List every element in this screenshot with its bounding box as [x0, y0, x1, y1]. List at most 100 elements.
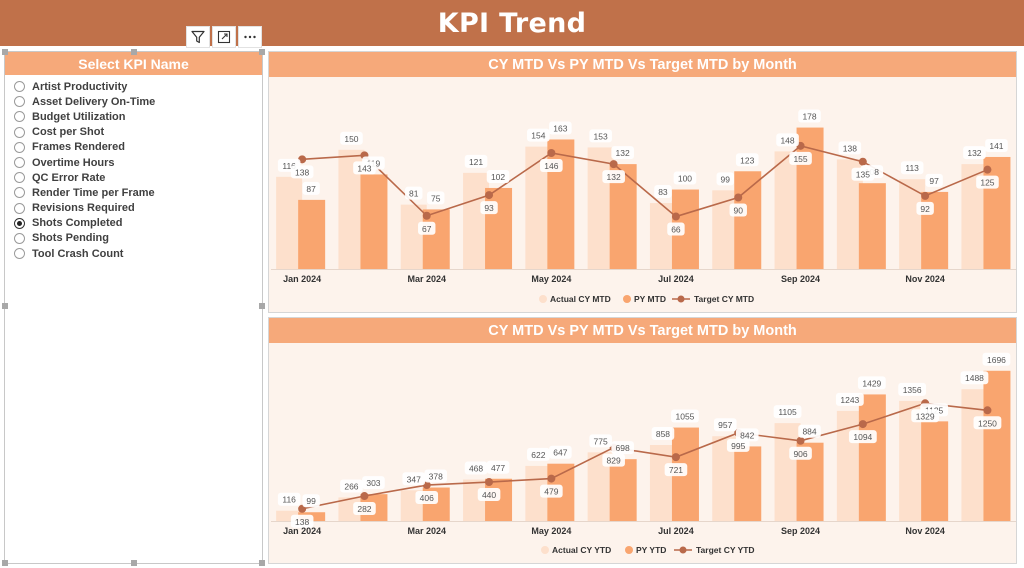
- radio-button[interactable]: [14, 187, 25, 199]
- target-point[interactable]: [609, 160, 618, 169]
- legend-item[interactable]: PY YTD: [625, 545, 666, 555]
- kpi-option[interactable]: Tool Crash Count: [14, 246, 262, 261]
- resize-handle[interactable]: [259, 49, 265, 55]
- data-label-bg: [911, 409, 940, 423]
- kpi-option[interactable]: Cost per Shot: [14, 125, 262, 140]
- target-point[interactable]: [547, 148, 556, 157]
- radio-button[interactable]: [14, 157, 25, 169]
- resize-handle[interactable]: [2, 49, 8, 55]
- kpi-option[interactable]: Render Time per Frame: [14, 185, 262, 200]
- kpi-slicer: Select KPI Name Artist Productivity Asset…: [2, 49, 265, 566]
- target-point[interactable]: [360, 492, 369, 501]
- py-bar[interactable]: [734, 171, 762, 269]
- more-options-button[interactable]: [238, 26, 262, 48]
- kpi-option[interactable]: Artist Productivity: [14, 79, 262, 94]
- radio-button[interactable]: [14, 248, 25, 260]
- py-bar[interactable]: [547, 139, 575, 269]
- target-point[interactable]: [485, 191, 494, 200]
- py-bar[interactable]: [298, 199, 326, 269]
- py-bar[interactable]: [921, 421, 949, 521]
- target-point[interactable]: [796, 436, 805, 445]
- radio-button[interactable]: [14, 81, 25, 93]
- legend-item[interactable]: Target CY MTD: [672, 294, 754, 304]
- kpi-option[interactable]: Revisions Required: [14, 201, 262, 216]
- kpi-option[interactable]: Shots Pending: [14, 231, 262, 246]
- kpi-option[interactable]: Shots Completed: [14, 216, 262, 231]
- radio-button[interactable]: [14, 202, 25, 214]
- resize-handle[interactable]: [259, 560, 265, 566]
- actual-data-label: 1243: [835, 392, 864, 406]
- data-label-bg: [776, 133, 799, 147]
- legend-item[interactable]: PY MTD: [623, 294, 666, 304]
- resize-handle[interactable]: [259, 303, 265, 309]
- kpi-option[interactable]: Budget Utilization: [14, 109, 262, 124]
- radio-button[interactable]: [14, 126, 25, 138]
- actual-bar[interactable]: [276, 510, 303, 521]
- kpi-option-label: Frames Rendered: [32, 141, 125, 154]
- kpi-option[interactable]: Overtime Hours: [14, 155, 262, 170]
- legend-item[interactable]: Actual CY MTD: [539, 294, 611, 304]
- actual-bar[interactable]: [463, 172, 490, 269]
- kpi-option-label: Artist Productivity: [32, 80, 128, 93]
- x-tick-label: Mar 2024: [407, 274, 446, 284]
- target-point[interactable]: [734, 193, 743, 202]
- data-label-bg: [735, 428, 759, 442]
- actual-bar[interactable]: [276, 176, 303, 269]
- py-bar[interactable]: [858, 394, 886, 521]
- actual-bar[interactable]: [587, 147, 614, 269]
- target-point[interactable]: [921, 191, 930, 200]
- resize-handle[interactable]: [131, 560, 137, 566]
- kpi-option[interactable]: Asset Delivery On-Time: [14, 94, 262, 109]
- focus-mode-button[interactable]: [212, 26, 236, 48]
- data-label-text: 132: [967, 148, 981, 158]
- py-data-label: 102: [486, 169, 510, 183]
- radio-button[interactable]: [14, 96, 25, 108]
- data-label-bg: [362, 476, 385, 490]
- radio-button[interactable]: [14, 217, 25, 229]
- target-point[interactable]: [983, 165, 992, 174]
- resize-handle[interactable]: [2, 560, 8, 566]
- radio-button[interactable]: [14, 232, 25, 244]
- actual-bar[interactable]: [649, 203, 676, 269]
- actual-bar[interactable]: [649, 445, 676, 521]
- kpi-list: Artist Productivity Asset Delivery On-Tim…: [5, 75, 262, 261]
- target-point[interactable]: [547, 474, 556, 483]
- py-bar[interactable]: [485, 187, 513, 269]
- target-data-label: 1250: [973, 416, 1002, 430]
- actual-bar[interactable]: [400, 204, 427, 269]
- actual-bar[interactable]: [774, 151, 801, 269]
- target-point[interactable]: [671, 453, 680, 462]
- target-point[interactable]: [671, 212, 680, 221]
- data-label-bg: [611, 441, 634, 455]
- py-bar[interactable]: [360, 174, 388, 269]
- py-bar[interactable]: [983, 370, 1011, 521]
- target-point[interactable]: [858, 420, 867, 429]
- resize-handle[interactable]: [131, 49, 137, 55]
- data-label-text: 97: [929, 176, 939, 186]
- data-label-bg: [798, 424, 821, 438]
- py-bar[interactable]: [983, 156, 1011, 269]
- kpi-option[interactable]: QC Error Rate: [14, 170, 262, 185]
- data-label-bg: [611, 146, 634, 160]
- x-tick-label: May 2024: [531, 526, 571, 536]
- actual-bar[interactable]: [961, 389, 988, 521]
- radio-button[interactable]: [14, 141, 25, 153]
- legend-item[interactable]: Target CY YTD: [674, 545, 755, 555]
- py-bar[interactable]: [609, 459, 637, 521]
- py-bar[interactable]: [734, 446, 762, 521]
- radio-button[interactable]: [14, 111, 25, 123]
- resize-handle[interactable]: [2, 303, 8, 309]
- py-bar[interactable]: [858, 183, 886, 269]
- data-label-bg: [464, 461, 488, 475]
- target-point[interactable]: [485, 478, 494, 487]
- target-point[interactable]: [983, 406, 992, 415]
- x-tick-label: Jul 2024: [658, 274, 694, 284]
- filter-button[interactable]: [186, 26, 210, 48]
- radio-button[interactable]: [14, 172, 25, 184]
- target-line[interactable]: [301, 402, 988, 510]
- py-data-label: 647: [549, 445, 572, 459]
- kpi-option[interactable]: Frames Rendered: [14, 140, 262, 155]
- target-point[interactable]: [422, 211, 431, 220]
- legend-item[interactable]: Actual CY YTD: [541, 545, 611, 555]
- target-point[interactable]: [858, 157, 867, 166]
